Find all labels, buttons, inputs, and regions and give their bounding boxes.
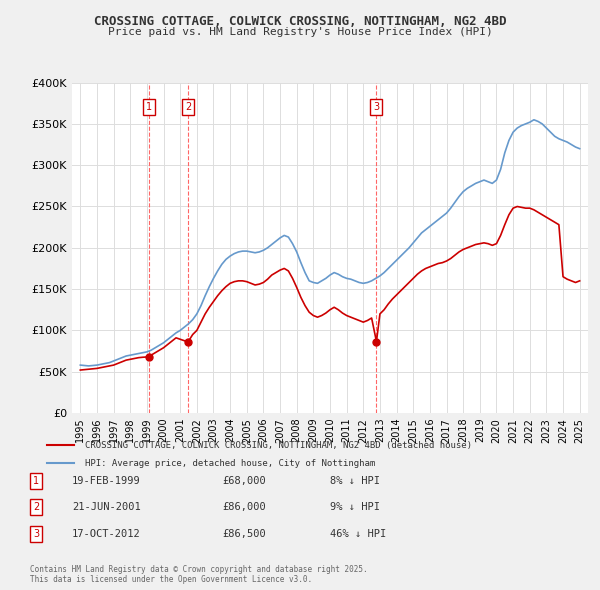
- Text: £86,500: £86,500: [222, 529, 266, 539]
- Text: CROSSING COTTAGE, COLWICK CROSSING, NOTTINGHAM, NG2 4BD: CROSSING COTTAGE, COLWICK CROSSING, NOTT…: [94, 15, 506, 28]
- Text: 1: 1: [33, 476, 39, 486]
- Text: 19-FEB-1999: 19-FEB-1999: [72, 476, 141, 486]
- Text: 3: 3: [373, 103, 380, 112]
- Text: 46% ↓ HPI: 46% ↓ HPI: [330, 529, 386, 539]
- Text: 2: 2: [185, 103, 191, 112]
- Text: 9% ↓ HPI: 9% ↓ HPI: [330, 503, 380, 512]
- Text: HPI: Average price, detached house, City of Nottingham: HPI: Average price, detached house, City…: [85, 459, 376, 468]
- Text: 17-OCT-2012: 17-OCT-2012: [72, 529, 141, 539]
- Text: CROSSING COTTAGE, COLWICK CROSSING, NOTTINGHAM, NG2 4BD (detached house): CROSSING COTTAGE, COLWICK CROSSING, NOTT…: [85, 441, 472, 450]
- Text: £68,000: £68,000: [222, 476, 266, 486]
- Text: £86,000: £86,000: [222, 503, 266, 512]
- Text: 1: 1: [146, 103, 152, 112]
- Text: 3: 3: [33, 529, 39, 539]
- Text: 8% ↓ HPI: 8% ↓ HPI: [330, 476, 380, 486]
- Text: 21-JUN-2001: 21-JUN-2001: [72, 503, 141, 512]
- Text: Price paid vs. HM Land Registry's House Price Index (HPI): Price paid vs. HM Land Registry's House …: [107, 27, 493, 37]
- Text: 2: 2: [33, 503, 39, 512]
- Text: Contains HM Land Registry data © Crown copyright and database right 2025.
This d: Contains HM Land Registry data © Crown c…: [30, 565, 368, 584]
